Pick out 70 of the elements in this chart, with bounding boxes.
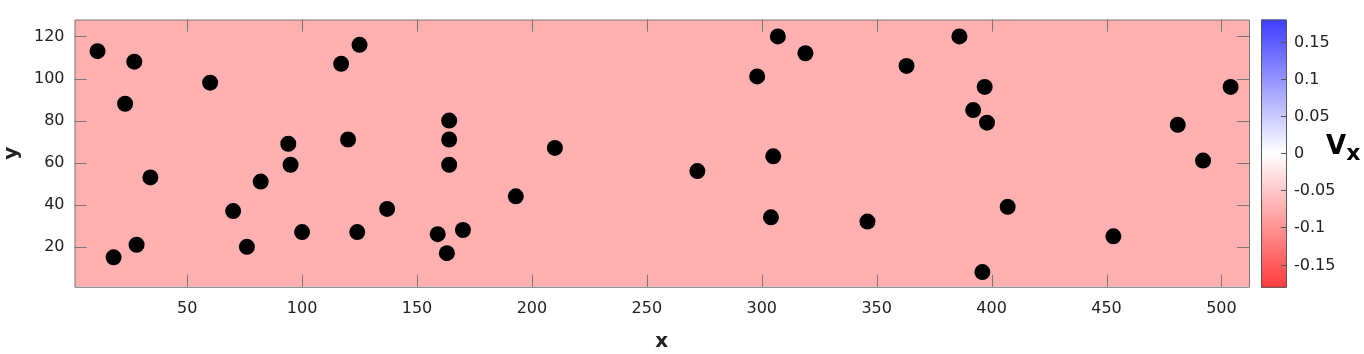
point xyxy=(333,55,350,72)
point xyxy=(441,156,458,173)
x-axis-title: x xyxy=(655,328,669,353)
point xyxy=(128,236,145,253)
point xyxy=(999,198,1016,215)
point xyxy=(797,45,814,62)
point xyxy=(89,43,106,60)
y-tick-label: 100 xyxy=(33,67,65,87)
point xyxy=(976,78,993,95)
x-tick-label: 450 xyxy=(1091,297,1122,317)
point xyxy=(438,245,455,262)
color-bar-label: 0.15 xyxy=(1294,31,1330,51)
point xyxy=(351,36,368,53)
y-tick-label: 120 xyxy=(33,25,65,45)
point xyxy=(978,114,995,131)
point xyxy=(202,74,219,91)
point xyxy=(1105,228,1122,245)
point xyxy=(340,131,357,148)
point xyxy=(441,131,458,148)
point xyxy=(965,102,982,119)
point xyxy=(546,139,563,156)
point xyxy=(762,209,779,226)
y-axis-title: y xyxy=(0,146,23,160)
point xyxy=(429,226,446,243)
point xyxy=(379,200,396,217)
point xyxy=(974,264,991,281)
point xyxy=(142,169,159,186)
color-bar-title: V$_{x}$ xyxy=(1326,130,1361,166)
color-bar-label: -0.1 xyxy=(1294,216,1326,236)
point xyxy=(1222,78,1239,95)
point xyxy=(105,249,122,266)
x-tick-label: 300 xyxy=(746,297,778,317)
y-tick-label: 80 xyxy=(44,109,65,129)
color-bar-label: -0.05 xyxy=(1294,179,1336,199)
point xyxy=(859,213,876,230)
point xyxy=(898,57,915,74)
y-tick-label: 40 xyxy=(44,193,65,213)
point xyxy=(126,53,143,70)
x-tick-label: 400 xyxy=(976,297,1007,317)
point xyxy=(349,224,366,241)
x-tick-label: 200 xyxy=(516,297,548,317)
point xyxy=(507,188,524,205)
color-bar-label: 0 xyxy=(1294,142,1305,162)
x-tick-label: 50 xyxy=(176,297,198,317)
point xyxy=(282,156,299,173)
point xyxy=(1195,152,1212,169)
point xyxy=(765,148,782,165)
x-tick-label: 350 xyxy=(861,297,892,317)
point xyxy=(294,224,311,241)
point xyxy=(252,173,269,190)
point xyxy=(749,68,766,85)
x-tick-label: 150 xyxy=(401,297,433,317)
y-tick-label: 60 xyxy=(44,151,65,171)
x-tick-label: 250 xyxy=(631,297,663,317)
x-tick-label: 100 xyxy=(286,297,318,317)
color-bar-label: 0.05 xyxy=(1294,105,1330,125)
point xyxy=(238,238,255,255)
x-tick-label: 500 xyxy=(1206,297,1237,317)
point xyxy=(769,28,786,45)
y-tick-label: 20 xyxy=(44,235,65,255)
point xyxy=(117,95,134,112)
point xyxy=(689,163,706,180)
point xyxy=(225,203,242,220)
color-bar-label: -0.15 xyxy=(1294,254,1336,274)
point xyxy=(454,221,471,238)
point xyxy=(280,135,297,152)
point xyxy=(441,112,458,129)
point xyxy=(951,28,968,45)
color-bar-label: 0.1 xyxy=(1294,68,1320,88)
point xyxy=(1169,116,1186,133)
